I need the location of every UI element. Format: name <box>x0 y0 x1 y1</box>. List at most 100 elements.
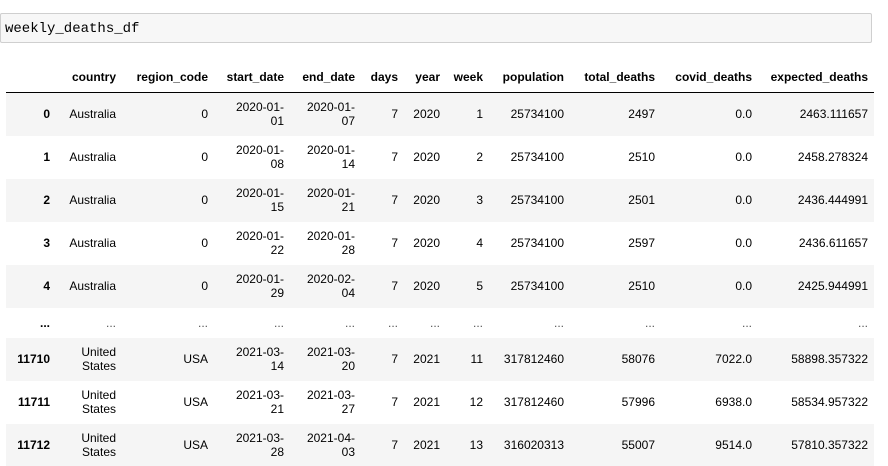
cell-region-code: 0 <box>201 236 208 250</box>
row-index: 11712 <box>17 438 50 452</box>
cell-ellipsis: ... <box>644 315 655 330</box>
cell-week: 11 <box>470 352 483 366</box>
table-row: 2 Australia 0 2020-01- 15 2020-01- 21 7 2020 3 257… <box>6 178 874 222</box>
cell-population: 25734100 <box>510 150 564 164</box>
cell-country: United States <box>56 424 122 466</box>
column-header-year: year <box>404 62 446 93</box>
cell-days: 7 <box>391 236 398 250</box>
cell-ellipsis: ... <box>387 315 398 330</box>
cell-region-code: 0 <box>201 279 208 293</box>
cell-end-date: 2020-01- 21 <box>290 179 361 222</box>
row-index: 1 <box>43 150 50 164</box>
cell-ellipsis: ... <box>857 315 868 330</box>
cell-expected-deaths: 2458.278324 <box>797 150 868 164</box>
row-index: 11711 <box>17 395 50 409</box>
table-body: 0 Australia 0 2020-01- 01 2020-01- 07 7 2020 1 257… <box>6 92 874 466</box>
country-part: United <box>81 431 116 445</box>
cell-week: 4 <box>476 236 483 250</box>
cell-total-deaths: 2497 <box>628 107 655 122</box>
column-header-days: days <box>361 62 404 93</box>
end-date-part: 07 <box>341 114 355 129</box>
row-index: 11710 <box>17 352 50 366</box>
table-row: 3 Australia 0 2020-01- 22 2020-01- 28 7 2020 4 257… <box>6 221 874 265</box>
cell-year: 2020 <box>413 236 440 250</box>
column-header-index <box>6 62 56 93</box>
end-date-part: 2021-04- <box>306 431 355 445</box>
column-header-start-date: start_date <box>214 62 290 93</box>
country-part: States <box>81 402 116 416</box>
table-row: 11710 United States USA 2021-03- 14 2021-03- 20… <box>6 337 874 381</box>
start-date-part: 2020-01- <box>235 100 284 115</box>
cell-total-deaths: 2501 <box>628 193 655 207</box>
cell-covid-deaths: 0.0 <box>735 193 752 207</box>
cell-start-date: 2020-01- 01 <box>214 93 290 136</box>
cell-year: 2021 <box>413 438 440 452</box>
cell-population: 25734100 <box>510 279 564 293</box>
start-date-part: 29 <box>270 286 284 300</box>
country-part: States <box>81 359 116 373</box>
end-date-part: 27 <box>341 402 355 416</box>
cell-week: 1 <box>476 107 483 122</box>
table-row: 4 Australia 0 2020-01- 29 2020-02- 04 7 2020 5 257… <box>6 264 874 308</box>
cell-total-deaths: 55007 <box>621 438 655 452</box>
start-date-part: 15 <box>270 200 284 214</box>
cell-ellipsis: ... <box>197 315 208 330</box>
end-date-part: 03 <box>341 445 355 459</box>
cell-days: 7 <box>391 279 398 293</box>
end-date-part: 21 <box>341 200 355 214</box>
cell-week: 3 <box>476 193 483 207</box>
table-row: .................................... <box>6 307 874 338</box>
cell-year: 2020 <box>413 193 440 207</box>
table-row: 1 Australia 0 2020-01- 08 2020-01- 14 7 2020 2 257… <box>6 135 874 179</box>
cell-covid-deaths: 7022.0 <box>715 352 752 366</box>
cell-region-code: 0 <box>201 150 208 164</box>
cell-country: Australia <box>69 150 116 164</box>
column-header-week: week <box>446 62 489 93</box>
cell-year: 2020 <box>413 150 440 164</box>
country-part: States <box>81 445 116 459</box>
start-date-part: 14 <box>270 359 284 373</box>
end-date-part: 2020-01- <box>306 186 355 200</box>
cell-region-code: USA <box>183 395 208 409</box>
cell-region-code: 0 <box>201 193 208 207</box>
cell-country: Australia <box>69 193 116 207</box>
cell-ellipsis: ... <box>429 315 440 330</box>
start-date-part: 01 <box>270 114 284 129</box>
start-date-part: 2020-01- <box>235 186 284 200</box>
cell-population: 25734100 <box>510 236 564 250</box>
cell-year: 2021 <box>413 395 440 409</box>
cell-ellipsis: ... <box>472 315 483 330</box>
table-row: 11711 United States USA 2021-03- 21 2021-03- 27… <box>6 380 874 424</box>
column-header-region-code: region_code <box>122 62 214 93</box>
cell-expected-deaths: 2463.111657 <box>799 107 868 122</box>
cell-start-date: 2021-03- 21 <box>214 381 290 424</box>
end-date-part: 2020-01- <box>306 229 355 243</box>
cell-total-deaths: 2597 <box>628 236 655 250</box>
cell-start-date: 2020-01- 08 <box>214 136 290 179</box>
cell-end-date: 2020-02- 04 <box>290 265 361 308</box>
start-date-part: 2020-01- <box>235 272 284 286</box>
cell-covid-deaths: 0.0 <box>735 236 752 250</box>
cell-week: 2 <box>476 150 483 164</box>
row-index: 0 <box>43 107 50 122</box>
cell-country: United States <box>56 381 122 424</box>
cell-week: 13 <box>469 438 483 452</box>
cell-covid-deaths: 9514.0 <box>715 438 752 452</box>
cell-country: Australia <box>69 107 116 122</box>
cell-covid-deaths: 0.0 <box>735 107 752 122</box>
cell-year: 2020 <box>413 107 440 122</box>
cell-start-date: 2021-03- 14 <box>214 338 290 381</box>
start-date-part: 08 <box>270 157 284 171</box>
cell-expected-deaths: 2425.944991 <box>797 279 868 293</box>
code-cell-input[interactable]: weekly_deaths_df <box>0 13 872 43</box>
cell-year: 2021 <box>413 352 440 366</box>
column-header-country: country <box>56 62 122 93</box>
cell-population: 25734100 <box>510 107 564 122</box>
cell-country: Australia <box>69 279 116 293</box>
cell-covid-deaths: 6938.0 <box>715 395 752 409</box>
cell-ellipsis: ... <box>344 315 355 330</box>
cell-ellipsis: ... <box>273 315 284 330</box>
cell-week: 5 <box>476 279 483 293</box>
column-header-population: population <box>489 62 570 93</box>
header-row: country region_code start_date end_date days… <box>6 62 874 93</box>
